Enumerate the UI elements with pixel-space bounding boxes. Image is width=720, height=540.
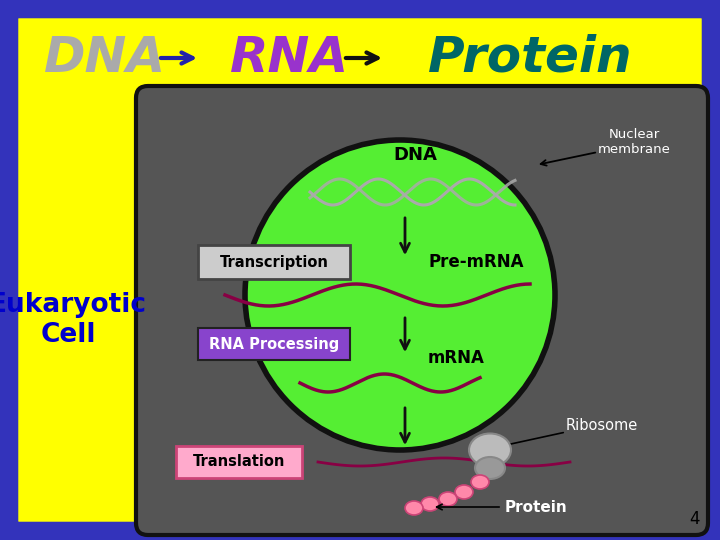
Text: Eukaryotic
Cell: Eukaryotic Cell: [0, 292, 147, 348]
Ellipse shape: [439, 492, 457, 506]
Text: Pre-mRNA: Pre-mRNA: [428, 253, 523, 271]
Text: Protein: Protein: [505, 500, 568, 515]
Ellipse shape: [469, 434, 511, 467]
Ellipse shape: [471, 475, 489, 489]
Text: Translation: Translation: [193, 455, 285, 469]
Ellipse shape: [475, 457, 505, 479]
FancyBboxPatch shape: [136, 86, 708, 535]
Text: DNA: DNA: [44, 34, 166, 82]
Ellipse shape: [245, 140, 555, 450]
Text: Protein: Protein: [428, 34, 632, 82]
Text: RNA: RNA: [230, 34, 350, 82]
Ellipse shape: [455, 485, 473, 499]
Text: Transcription: Transcription: [220, 254, 328, 269]
Text: Ribosome: Ribosome: [566, 417, 638, 433]
FancyBboxPatch shape: [198, 328, 350, 360]
Ellipse shape: [421, 497, 439, 511]
Text: 4: 4: [690, 510, 700, 528]
Text: mRNA: mRNA: [428, 349, 485, 367]
FancyBboxPatch shape: [176, 446, 302, 478]
Text: DNA: DNA: [393, 146, 437, 164]
FancyBboxPatch shape: [198, 245, 350, 279]
Text: RNA Processing: RNA Processing: [209, 336, 339, 352]
Ellipse shape: [405, 501, 423, 515]
Text: Nuclear
membrane: Nuclear membrane: [598, 128, 671, 156]
